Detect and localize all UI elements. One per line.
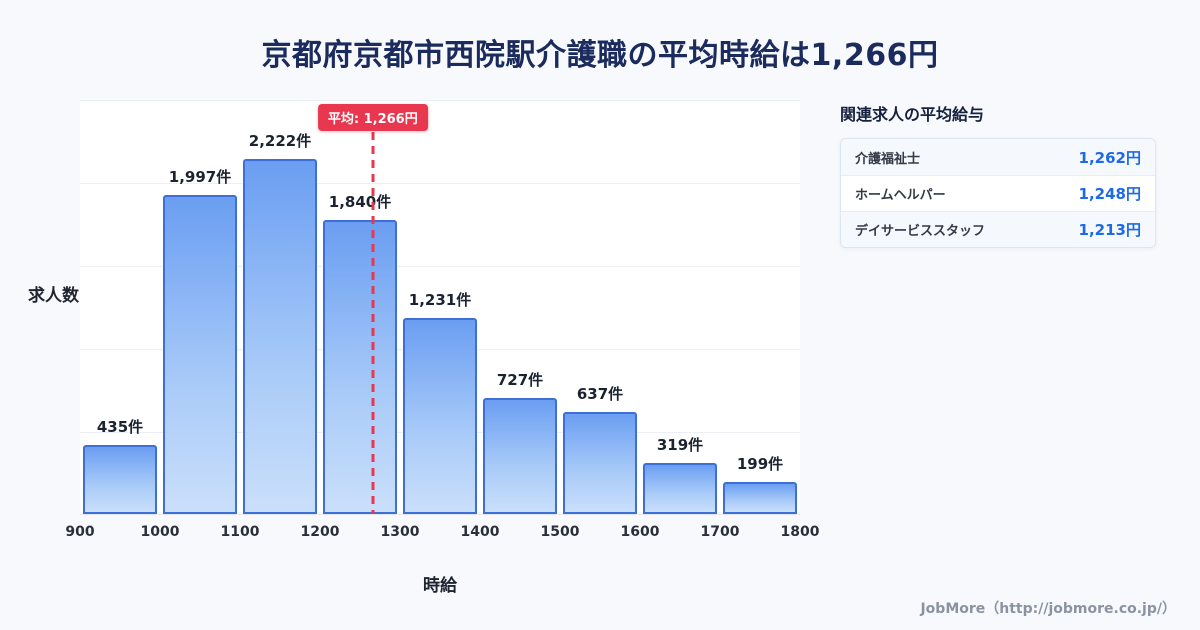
x-tick-label: 1400 [460,524,500,540]
x-tick-label: 1200 [300,524,340,540]
histogram-bar [483,397,557,514]
x-axis-label: 時給 [423,576,457,596]
bar-value-label: 1,997件 [168,168,232,187]
histogram-bar [163,195,237,514]
x-axis-ticks: 900 1000 1100 1200 1300 1400 1500 1600 1700 1800 [65,524,819,544]
x-tick-label: 1700 [700,524,740,540]
histogram-bar-slot: 435件 [80,100,160,514]
gridline [80,266,800,267]
x-tick-label: 1100 [220,524,260,540]
related-job-salary: 1,213円 [1078,221,1141,239]
histogram-bar-slot: 727件 [480,100,560,514]
related-job-salary: 1,262円 [1078,148,1141,167]
histogram-bar-slot: 2,222件 [240,100,320,514]
histogram-bar-slot: 637件 [560,100,640,514]
histogram-bar [243,159,317,514]
related-job-label: 介護福祉士 [855,151,921,167]
related-salary-card: 介護福祉士 1,262円ホームヘルパー 1,248円デイサービススタッフ 1,213円 [840,138,1156,248]
bar-value-label: 199件 [736,455,784,474]
x-tick-label: 900 [65,524,95,540]
y-axis-label: 求人数 [28,286,79,306]
average-badge: 平均: 1,266円 [317,104,428,131]
x-tick-label: 1600 [620,524,660,540]
histogram-bar [403,317,477,514]
histogram-bar-slot: 1,231件 [400,100,480,514]
related-salary-row: 介護福祉士 1,262円 [841,139,1155,175]
histogram-bar [563,412,637,514]
gridline [80,183,800,184]
bar-value-label: 319件 [656,436,704,455]
related-job-salary: 1,248円 [1078,185,1141,203]
histogram-bar [723,482,797,514]
histogram-bar [83,444,157,514]
related-job-label: ホームヘルパー [855,188,946,203]
sidebar-heading: 関連求人の平均給与 [840,105,985,124]
bar-value-label: 727件 [496,370,544,389]
histogram-bar-slot: 1,840件 [320,100,400,514]
bar-value-label: 435件 [96,417,144,436]
histogram-bar [643,463,717,514]
bar-value-label: 1,231件 [408,290,472,309]
x-tick-label: 1500 [540,524,580,540]
histogram-bar [323,220,397,514]
average-line [371,132,375,514]
related-salary-row: ホームヘルパー 1,248円 [841,175,1155,211]
x-tick-label: 1000 [140,524,180,540]
related-salary-row: デイサービススタッフ 1,213円 [841,211,1155,247]
histogram-bar-slot: 199件 [720,100,800,514]
bar-value-label: 1,840件 [328,193,392,212]
page-title: 京都府京都市西院駅介護職の平均時給は1,266円 [261,38,939,73]
footer-credit: JobMore（http://jobmore.co.jp/） [920,601,1176,617]
bar-value-label: 637件 [576,385,624,404]
related-job-label: デイサービススタッフ [855,224,986,239]
gridline [80,100,800,101]
x-tick-label: 1300 [380,524,420,540]
histogram-bar-slot: 319件 [640,100,720,514]
bar-value-label: 2,222件 [248,132,312,151]
x-tick-label: 1800 [780,524,820,540]
histogram-plot-area: 平均: 1,266円 435件 1,997件 2,222件 1,840件 1,231件 7… [80,100,800,515]
histogram-bar-slot: 1,997件 [160,100,240,514]
